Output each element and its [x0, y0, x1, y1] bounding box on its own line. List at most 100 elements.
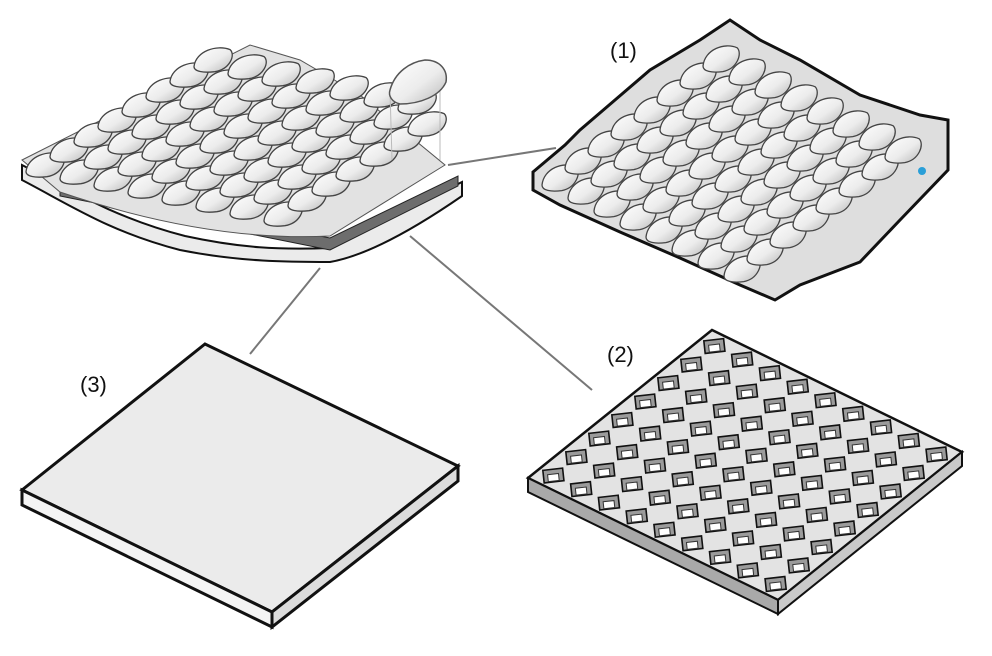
grid-cell-hole	[593, 435, 606, 446]
assembly-grid-layer	[59, 175, 459, 251]
grid-cell-hole	[602, 500, 616, 510]
grid-cell-hole	[792, 562, 805, 573]
scale-tile	[728, 58, 766, 86]
grid-cell-hole	[846, 411, 860, 421]
grid-cell-hole	[819, 397, 832, 407]
grid-cell-hole	[699, 458, 713, 468]
connector-lines	[249, 147, 593, 391]
grid-cell-hole	[879, 456, 893, 467]
grid-cell-hole	[547, 472, 560, 483]
grid-cell-hole	[838, 525, 851, 536]
grid-cell-hole	[630, 513, 644, 523]
grid-cell-hole	[768, 402, 782, 412]
label-scales: (1)	[610, 38, 637, 63]
grid-cell-hole	[750, 453, 763, 463]
grid-cell-hole	[570, 454, 583, 464]
grid-cell-hole	[704, 490, 717, 500]
grid-cell-hole	[740, 389, 754, 399]
scale-tile	[806, 97, 844, 125]
scale-tile	[261, 61, 301, 87]
grid-cell-hole	[787, 530, 801, 541]
connector-to-grid	[409, 235, 593, 391]
grid-cell-hole	[694, 426, 708, 436]
grid-cell-hole	[754, 485, 768, 495]
grid-cell-hole	[625, 481, 639, 491]
grid-cell-hole	[861, 507, 874, 517]
grid-layer-panel: (2)	[525, 328, 965, 617]
base-plate-right-side	[270, 462, 460, 631]
scale-tile	[832, 110, 870, 138]
scale-tile	[754, 71, 792, 99]
grid-cell-hole	[666, 412, 680, 422]
scale-tile	[858, 123, 896, 151]
grid-cell-hole	[741, 567, 755, 578]
grid-cell-hole	[884, 488, 897, 499]
grid-cell-hole	[653, 495, 667, 505]
grid-cell-hole	[763, 370, 777, 380]
grid-cell-hole	[930, 451, 943, 462]
grid-cell-hole	[828, 461, 842, 471]
grid-cell-hole	[791, 384, 805, 394]
grid-cell-hole	[648, 463, 662, 473]
grid-cell-hole	[574, 486, 588, 496]
grid-cell-hole	[620, 449, 634, 459]
grid-cell-hole	[713, 554, 727, 564]
grid-cell-hole	[671, 444, 685, 454]
scale-layer-panel: (1)	[531, 18, 950, 302]
grid-cell-hole	[810, 512, 824, 522]
grid-cell-hole	[773, 434, 786, 444]
grid-cell-hole	[800, 448, 814, 458]
grid-cell-hole	[731, 503, 745, 513]
grid-cell-hole	[685, 361, 698, 372]
grid-cell-hole	[777, 466, 791, 476]
scale-tile	[227, 54, 267, 80]
grid-cell-hole	[745, 421, 759, 431]
grid-cell-hole	[712, 375, 726, 385]
scale-tile	[780, 84, 818, 112]
grid-cell-hole	[681, 508, 694, 518]
grid-cell-hole	[685, 540, 699, 550]
connector-to-scales	[447, 147, 557, 166]
grid-cell-hole	[815, 544, 828, 554]
grid-cell-hole	[833, 493, 847, 504]
grid-cell-hole	[727, 471, 740, 481]
scale-tile	[329, 75, 369, 101]
lift-guide-line	[389, 89, 393, 161]
assembled-composite	[21, 44, 463, 264]
grid-cell-hole	[805, 480, 819, 490]
grid-cell-hole	[643, 430, 657, 441]
grid-cell-hole	[676, 476, 690, 486]
grid-cell-hole	[662, 380, 675, 390]
grid-cell-hole	[902, 438, 916, 448]
grid-cell-hole	[874, 424, 888, 434]
grid-cell-hole	[782, 498, 796, 508]
grid-cells	[541, 337, 949, 593]
grid-right-side	[777, 449, 963, 617]
grid-cell-hole	[616, 417, 629, 427]
grid-cell-hole	[856, 475, 870, 485]
scale-tile	[407, 111, 447, 137]
grid-cell-hole	[639, 398, 652, 409]
scale-tile	[884, 136, 922, 164]
label-grid: (2)	[607, 342, 634, 367]
grid-cell-hole	[759, 517, 773, 527]
grid-cell-hole	[689, 393, 703, 404]
label-base: (3)	[80, 372, 107, 397]
assembly-scales	[25, 47, 447, 227]
grid-cell-hole	[736, 535, 750, 545]
grid-cell-hole	[708, 343, 721, 353]
grid-cell-hole	[735, 356, 749, 367]
scale-tile	[193, 47, 233, 73]
grid-cell-hole	[764, 549, 778, 559]
lifted-scale	[388, 59, 448, 105]
scale-tile	[702, 45, 740, 73]
scale-tile	[295, 68, 335, 94]
grid-cell-hole	[708, 522, 722, 532]
grid-cell-hole	[769, 581, 782, 591]
grid-cell-hole	[597, 467, 611, 478]
base-plate-panel: (3)	[19, 342, 461, 631]
grid-cell-hole	[658, 527, 671, 537]
grid-cell-hole	[823, 429, 837, 439]
grid-cell-hole	[907, 470, 920, 480]
